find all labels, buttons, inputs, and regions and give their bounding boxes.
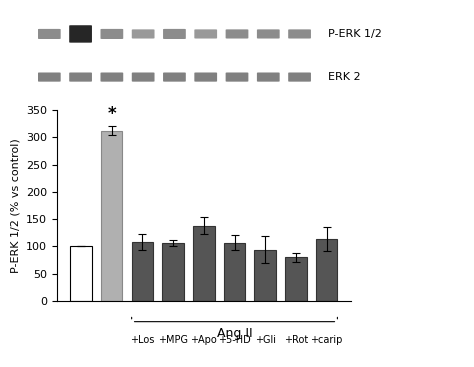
Text: +Apo: +Apo: [191, 335, 217, 345]
FancyBboxPatch shape: [132, 73, 155, 81]
FancyBboxPatch shape: [69, 73, 92, 81]
FancyBboxPatch shape: [288, 29, 311, 39]
Text: +carip: +carip: [310, 335, 343, 345]
Bar: [255, 250, 276, 301]
FancyBboxPatch shape: [288, 73, 311, 81]
Bar: [224, 243, 245, 301]
FancyBboxPatch shape: [132, 29, 155, 39]
Bar: [70, 246, 92, 301]
Text: +MPG: +MPG: [158, 335, 188, 345]
FancyBboxPatch shape: [226, 73, 248, 81]
Text: Ang II: Ang II: [217, 327, 252, 340]
Bar: [193, 226, 215, 301]
Text: *: *: [108, 105, 116, 123]
Bar: [163, 243, 184, 301]
FancyBboxPatch shape: [226, 29, 248, 39]
FancyBboxPatch shape: [163, 29, 186, 39]
Text: P-ERK 1/2: P-ERK 1/2: [328, 29, 382, 39]
FancyBboxPatch shape: [38, 73, 61, 81]
Bar: [101, 131, 122, 301]
FancyBboxPatch shape: [194, 29, 217, 39]
FancyBboxPatch shape: [100, 29, 123, 39]
Text: +Los: +Los: [130, 335, 155, 345]
Y-axis label: P-ERK 1/2 (% vs control): P-ERK 1/2 (% vs control): [10, 138, 20, 273]
FancyBboxPatch shape: [257, 29, 280, 39]
FancyBboxPatch shape: [163, 73, 186, 81]
Text: ERK 2: ERK 2: [328, 72, 361, 82]
FancyBboxPatch shape: [257, 73, 280, 81]
Bar: [316, 239, 337, 301]
Bar: [285, 257, 307, 301]
Text: +Rot: +Rot: [284, 335, 308, 345]
FancyBboxPatch shape: [194, 73, 217, 81]
FancyBboxPatch shape: [100, 73, 123, 81]
Bar: [132, 242, 153, 301]
FancyBboxPatch shape: [69, 25, 92, 43]
Text: +5-HD: +5-HD: [218, 335, 251, 345]
Text: +Gli: +Gli: [255, 335, 276, 345]
FancyBboxPatch shape: [38, 29, 61, 39]
